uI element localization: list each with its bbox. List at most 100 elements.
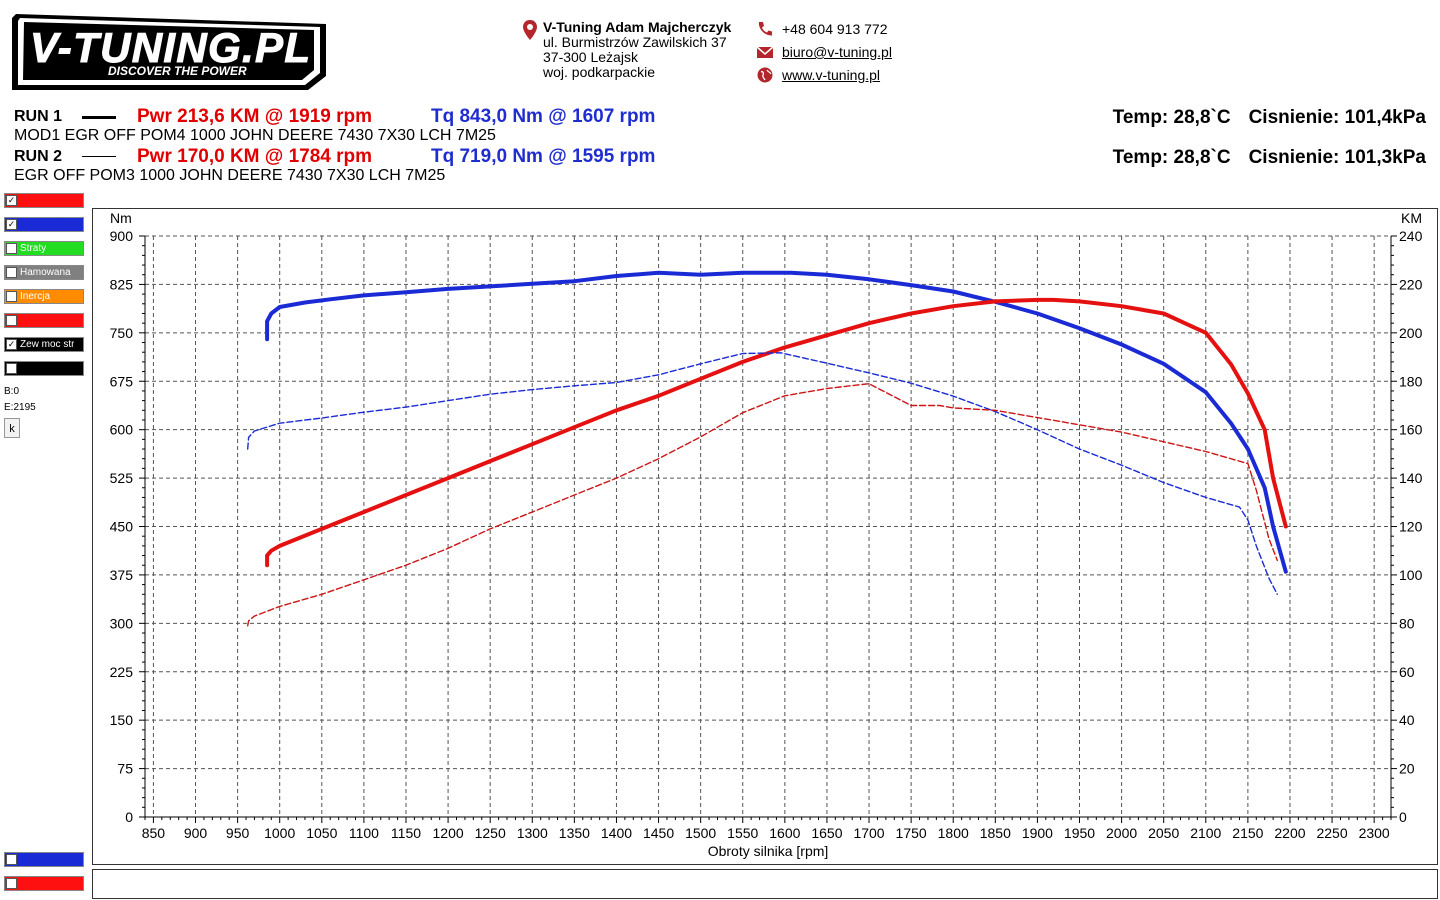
- toggle-item-0[interactable]: ✓ Moc: [4, 193, 84, 208]
- address-region: woj. podkarpackie: [543, 64, 656, 80]
- x-tick-label-4: 1050: [306, 825, 337, 841]
- toggle-bottom-item-0-label: MAP: [20, 854, 42, 865]
- y-right-tick-label-7: 140: [1399, 470, 1423, 486]
- x-tick-label-16: 1650: [811, 825, 842, 841]
- x-tick-label-13: 1500: [685, 825, 716, 841]
- web-row: www.v-tuning.pl: [756, 66, 880, 84]
- run-1-torque: Tq 843,0 Nm @ 1607 rpm: [431, 106, 656, 127]
- y-left-tick-label-11: 825: [110, 276, 134, 292]
- toggle-item-0-label: Moc: [20, 195, 39, 206]
- x-tick-label-0: 850: [142, 825, 166, 841]
- company-name: V-Tuning Adam Majcherczyk: [543, 19, 732, 35]
- toggle-item-5[interactable]: Na Kołach: [4, 313, 84, 328]
- y-left-tick-label-12: 900: [110, 228, 134, 244]
- y-right-tick-label-12: 240: [1399, 228, 1423, 244]
- envelope-icon: [756, 46, 774, 58]
- y-right-tick-label-5: 100: [1399, 567, 1423, 583]
- y-right-tick-label-2: 40: [1399, 712, 1415, 728]
- toggle-bottom-item-1-checkbox[interactable]: [6, 878, 17, 889]
- toggle-item-5-checkbox[interactable]: [6, 315, 17, 326]
- x-tick-label-9: 1300: [517, 825, 548, 841]
- website-link[interactable]: www.v-tuning.pl: [782, 67, 881, 83]
- toggle-item-1-checkbox[interactable]: ✓: [6, 219, 17, 230]
- y-right-tick-label-11: 220: [1399, 276, 1423, 292]
- logo-text: V-TUNING.PL: [30, 24, 310, 71]
- run-1-line-sample: [82, 116, 116, 119]
- toggle-item-2-checkbox[interactable]: [6, 243, 17, 254]
- x-tick-label-8: 1250: [475, 825, 506, 841]
- x-tick-label-2: 950: [226, 825, 250, 841]
- x-tick-label-14: 1550: [727, 825, 758, 841]
- toggle-item-4-label: Inercja: [20, 291, 51, 302]
- y-left-tick-label-5: 375: [110, 567, 134, 583]
- toggle-item-2[interactable]: Straty: [4, 241, 84, 256]
- toggle-item-7[interactable]: [4, 361, 84, 376]
- run-1-power: Pwr 213,6 KM @ 1919 rpm: [137, 106, 373, 127]
- toggle-item-6-checkbox[interactable]: ✓: [6, 339, 17, 350]
- x-tick-label-10: 1350: [559, 825, 590, 841]
- run-1-temp: Temp: 28,8`C: [1112, 107, 1231, 128]
- x-tick-label-3: 1000: [264, 825, 295, 841]
- toggle-bottom-item-1[interactable]: AFR: [4, 876, 84, 891]
- y-right-tick-label-1: 20: [1399, 761, 1415, 777]
- address-city: 37-300 Leżajsk: [543, 49, 638, 65]
- y-right-tick-label-6: 120: [1399, 519, 1423, 535]
- y-left-tick-label-9: 675: [110, 373, 134, 389]
- series-line-2: [246, 352, 1279, 595]
- x-tick-label-28: 2250: [1316, 825, 1347, 841]
- toggle-bottom-item-1-label: AFR: [20, 878, 40, 889]
- y-right-tick-label-9: 180: [1399, 373, 1423, 389]
- x-tick-label-11: 1400: [601, 825, 632, 841]
- k-button[interactable]: k: [4, 418, 20, 438]
- location-pin-icon: [523, 20, 537, 40]
- email-link[interactable]: biuro@v-tuning.pl: [782, 44, 892, 60]
- toggle-item-0-checkbox[interactable]: ✓: [6, 195, 17, 206]
- toggle-item-7-checkbox[interactable]: [6, 363, 17, 374]
- run-2-label: RUN 2: [14, 148, 63, 165]
- toggle-bottom-item-0[interactable]: MAP: [4, 852, 84, 867]
- x-tick-label-1: 900: [184, 825, 208, 841]
- y-left-tick-label-8: 600: [110, 422, 134, 438]
- phone-row: +48 604 913 772: [756, 20, 888, 38]
- toggle-item-2-label: Straty: [20, 243, 47, 254]
- y-right-tick-label-3: 60: [1399, 664, 1415, 680]
- y-left-tick-label-7: 525: [110, 470, 134, 486]
- x-tick-label-23: 2000: [1106, 825, 1137, 841]
- y-left-tick-label-4: 300: [110, 615, 134, 631]
- run-1-description: MOD1 EGR OFF POM4 1000 JOHN DEERE 7430 7…: [14, 127, 496, 144]
- x-tick-label-24: 2050: [1148, 825, 1179, 841]
- run-2-temp: Temp: 28,8`C: [1112, 147, 1231, 168]
- end-info: E:2195: [4, 402, 36, 413]
- address-street: ul. Burmistrzów Zawilskich 37: [543, 34, 727, 50]
- run-2-torque: Tq 719,0 Nm @ 1595 rpm: [431, 146, 656, 167]
- x-tick-label-6: 1150: [391, 825, 421, 841]
- begin-info: B:0: [4, 386, 20, 397]
- y-left-tick-label-1: 75: [117, 761, 133, 777]
- toggle-item-1[interactable]: ✓ Moment obr: [4, 217, 84, 232]
- toggle-item-1-label: Moment obr: [20, 219, 74, 230]
- globe-icon: [757, 67, 773, 83]
- toggle-bottom-item-0-checkbox[interactable]: [6, 854, 17, 865]
- toggle-item-4-checkbox[interactable]: [6, 291, 17, 302]
- company-address: V-Tuning Adam Majcherczyk ul. Burmistrzó…: [543, 20, 731, 80]
- x-tick-label-22: 1950: [1064, 825, 1095, 841]
- x-tick-label-19: 1800: [938, 825, 969, 841]
- x-tick-label-7: 1200: [433, 825, 464, 841]
- x-axis-label: Obroty silnika [rpm]: [708, 843, 829, 859]
- series-line-0: [265, 270, 1288, 574]
- y-left-axis-label: Nm: [110, 210, 132, 226]
- logo-tagline: DISCOVER THE POWER: [108, 64, 247, 78]
- run-2-pressure: Cisnienie: 101,3kPa: [1248, 147, 1426, 168]
- toggle-item-4[interactable]: Inercja: [4, 289, 84, 304]
- series-line-1: [265, 297, 1288, 568]
- run-1-conditions: Temp: 28,8`C Cisnienie: 101,4kPa: [1113, 107, 1426, 129]
- toggle-item-6[interactable]: ✓ Zew moc str: [4, 337, 84, 352]
- x-tick-label-15: 1600: [769, 825, 800, 841]
- series-line-3: [246, 383, 1279, 627]
- toggle-item-3[interactable]: Hamowana: [4, 265, 84, 280]
- email-row: biuro@v-tuning.pl: [756, 43, 892, 61]
- toggle-item-6-label: Zew moc str: [20, 339, 75, 350]
- toggle-item-3-checkbox[interactable]: [6, 267, 17, 278]
- x-tick-label-5: 1100: [349, 825, 379, 841]
- y-right-axis-label: KM: [1401, 210, 1422, 226]
